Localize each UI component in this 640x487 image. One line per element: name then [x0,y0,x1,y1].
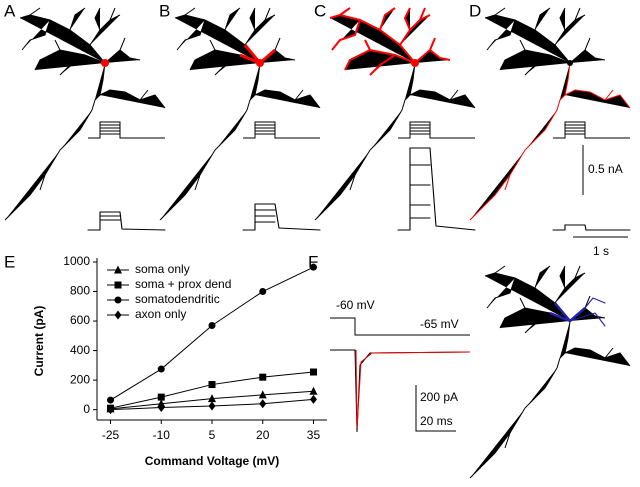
marker [309,394,317,404]
marker [259,399,267,409]
y-axis-label: Current (pA) [32,306,46,377]
marker [157,402,165,412]
marker [309,263,317,271]
panel-label: C [314,1,326,20]
voltage-label: -60 mV [336,298,375,312]
chart: 0 200 400 600 800 1000 -25 -10 5 20 35 Command Volt… [32,254,327,468]
y-tick-label: 200 [70,372,90,386]
scale-label: 0.5 nA [588,162,623,176]
panel-label: E [4,252,15,271]
y-tick-label: 1000 [63,254,90,268]
x-axis-label: Command Voltage (mV) [145,454,279,468]
panel-label: B [159,1,170,20]
panel-label: D [469,1,481,20]
marker [107,405,115,415]
y-tick-label: 800 [70,284,90,298]
legend-label: axon only [135,307,186,321]
x-tick-label: 20 [256,428,270,442]
scale-bar [415,385,456,432]
marker [208,394,216,403]
marker [309,368,317,376]
legend-marker [114,310,122,320]
marker [107,396,115,404]
scale-label: 20 ms [420,414,453,428]
x-tick-label: 5 [209,428,216,442]
panel-label: A [4,1,16,20]
scale-label: 1 s [593,244,609,258]
marker [258,390,267,399]
neuron-d [469,7,631,231]
marker [208,321,216,329]
legend-label: soma + prox dend [135,277,231,291]
x-tick-label: -10 [153,428,171,442]
legend-label: somatodendritic [135,292,220,306]
voltage-label: -65 mV [420,317,459,331]
legend-marker [114,296,122,304]
scale-bar [573,145,628,238]
neuron-a [4,7,166,231]
y-tick-label: 600 [70,313,90,327]
x-tick-label: 35 [307,428,321,442]
marker [309,386,318,395]
marker [157,365,165,373]
neuron-b [159,7,321,231]
panel-label: F [308,252,318,271]
legend-label: soma only [135,262,190,276]
y-tick-label: 0 [83,402,90,416]
neuron-c [314,7,476,231]
legend-marker [114,265,122,274]
marker [157,393,165,401]
neuron-f [469,265,631,479]
marker [208,381,216,389]
legend-marker [114,281,122,289]
current-fit [355,349,471,429]
marker [259,373,267,381]
y-tick-label: 400 [70,343,90,357]
voltage-trace [330,317,470,336]
marker [208,401,216,411]
x-tick-label: -25 [102,428,120,442]
marker [259,288,267,296]
scale-label: 200 pA [420,390,458,404]
